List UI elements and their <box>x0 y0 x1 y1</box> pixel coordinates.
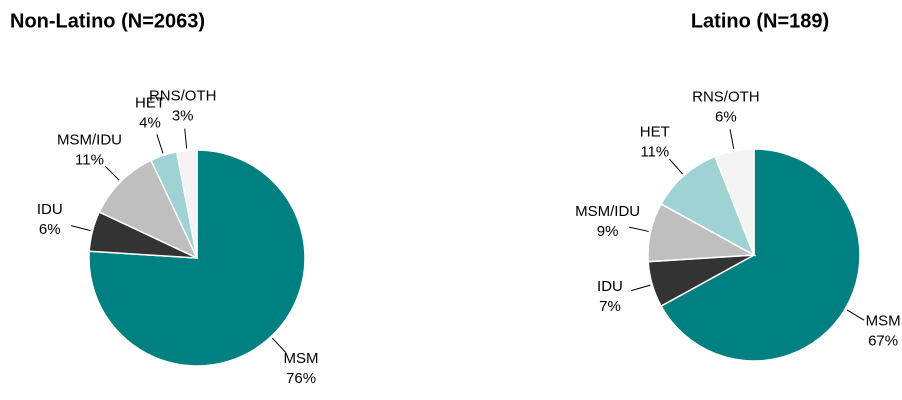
chart-title: Latino (N=189) <box>691 10 829 32</box>
slice-label: MSM <box>284 350 319 367</box>
slice-label: IDU <box>37 201 63 218</box>
slice-label: RNS/OTH <box>692 89 760 106</box>
leader-line <box>70 225 91 232</box>
slice-value-label: 4% <box>139 114 161 131</box>
pie-slice <box>660 155 756 257</box>
slice-label: RNS/OTH <box>149 88 217 105</box>
leader-line <box>184 128 188 149</box>
slice-label: MSM/IDU <box>57 131 122 148</box>
slice-value-label: 7% <box>599 298 621 315</box>
pie-slice <box>714 148 755 256</box>
pie-slice <box>88 149 306 367</box>
leader-line <box>104 165 120 181</box>
leader-line <box>628 226 649 232</box>
slice-label: HET <box>135 94 165 111</box>
slice-label: MSM <box>866 312 901 329</box>
leader-line <box>271 337 287 354</box>
chart-title: Non-Latino (N=2063) <box>10 10 205 32</box>
pie-slice <box>660 148 861 362</box>
leader-line <box>668 158 683 175</box>
slice-value-label: 3% <box>172 108 194 125</box>
slice-value-label: 67% <box>868 332 898 349</box>
slice-value-label: 11% <box>640 143 669 160</box>
slice-label: IDU <box>597 278 623 295</box>
slice-value-label: 76% <box>286 370 316 387</box>
leader-line <box>846 309 865 321</box>
slice-value-label: 6% <box>715 109 737 126</box>
slice-label: MSM/IDU <box>575 203 640 220</box>
slice-value-label: 11% <box>75 151 104 168</box>
slice-value-label: 6% <box>39 221 61 238</box>
slice-label: HET <box>640 123 670 140</box>
leader-line <box>729 129 735 150</box>
pie-slice <box>98 159 199 260</box>
pie-slice <box>175 149 198 259</box>
slice-value-label: 9% <box>597 223 619 240</box>
leader-line <box>630 284 651 292</box>
leader-line <box>156 134 164 154</box>
